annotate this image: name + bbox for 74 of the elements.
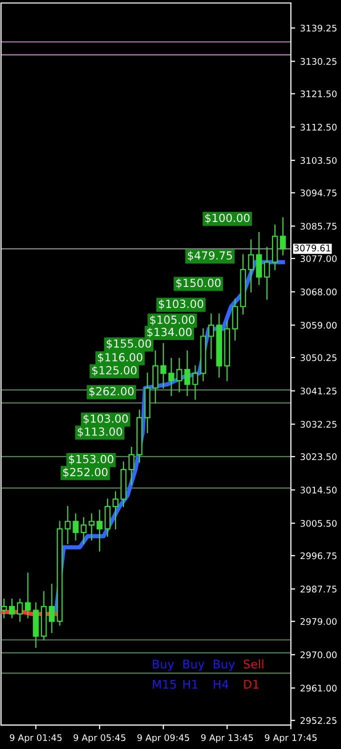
annotation: Buy: [152, 660, 174, 671]
candlestick: [80, 517, 87, 544]
annotation: Buy: [214, 660, 235, 671]
candlestick: [64, 506, 71, 544]
y-tick-label: 3050.25: [300, 354, 336, 362]
annotation: $262.00: [89, 386, 134, 397]
candlestick: [280, 217, 286, 256]
y-tick-label: 2952.25: [300, 717, 336, 724]
y-tick-label: 2996.75: [300, 552, 336, 560]
y-tick-label: 3139.25: [300, 24, 336, 32]
candlestick: [16, 598, 23, 622]
x-tick-label: 9 Apr 01:45: [10, 734, 62, 743]
y-tick-label: 3014.50: [300, 486, 337, 494]
candlestick: [208, 313, 214, 360]
annotation: $113.00: [78, 427, 122, 438]
x-tick-label: 9 Apr 17:45: [264, 734, 317, 743]
y-tick-label: 3023.50: [300, 453, 337, 460]
x-tick-label: 9 Apr 09:45: [137, 734, 190, 743]
annotation: H4: [214, 680, 228, 689]
annotation: Buy: [183, 660, 204, 671]
annotation: Sell: [244, 659, 264, 669]
y-tick-label: 3059.00: [300, 322, 337, 329]
y-tick-label: 3005.50: [300, 520, 337, 527]
annotation: D1: [244, 680, 259, 689]
candlestick: [72, 513, 79, 540]
annotation: $155.00: [106, 339, 152, 350]
y-tick-label: 2987.75: [300, 586, 336, 593]
y-tick-label: 3085.75: [300, 222, 336, 230]
annotation: $103.00: [158, 299, 204, 310]
y-tick-label: 3041.25: [300, 388, 336, 394]
candlestick: [8, 598, 15, 618]
y-tick-label: 2970.00: [300, 651, 337, 658]
y-tick-label: 3094.75: [300, 189, 336, 196]
annotation: $153.00: [69, 454, 114, 465]
annotation: M15: [152, 680, 176, 689]
annotation: $100.00: [205, 214, 250, 224]
candlestick: [248, 239, 254, 292]
candlestick: [168, 358, 174, 396]
candlestick: [152, 350, 158, 404]
y-tick-label: 3077.00: [300, 255, 337, 262]
x-tick-label: 9 Apr 05:45: [74, 734, 126, 743]
annotation: H1: [183, 680, 198, 689]
candlestick: [24, 572, 31, 618]
ref-line-label: 3079.61: [294, 244, 330, 252]
annotation: $125.00: [92, 366, 137, 376]
candlestick: [128, 446, 134, 485]
candlestick: [160, 343, 166, 389]
annotation: $116.00: [98, 352, 142, 363]
annotation: $134.00: [147, 328, 192, 338]
y-tick-label: 3112.50: [300, 124, 337, 131]
candlestick: [48, 584, 55, 634]
y-tick-label: 2979.00: [300, 618, 337, 625]
annotation: $150.00: [176, 278, 221, 289]
annotation: $103.00: [84, 414, 128, 424]
candlestick: [176, 358, 182, 392]
candlestick: [104, 498, 111, 537]
candlestick: [88, 513, 95, 540]
annotation: $105.00: [150, 315, 194, 326]
y-tick-label: 3121.50: [300, 90, 337, 98]
y-tick-label: 3068.00: [300, 288, 337, 296]
y-tick-label: 3032.25: [300, 420, 336, 428]
candlestick: [192, 365, 198, 400]
annotation: $479.75: [188, 251, 232, 262]
y-tick-label: 3103.50: [300, 157, 337, 164]
candlestick: [184, 350, 190, 396]
x-tick-label: 9 Apr 13:45: [201, 734, 253, 743]
y-tick-label: 2961.00: [300, 684, 337, 692]
candlestick: [96, 510, 103, 552]
candlestick: [256, 232, 262, 285]
annotation: $252.00: [63, 468, 108, 478]
y-tick-label: 3130.25: [300, 58, 336, 65]
candlestick: [232, 298, 238, 340]
candlestick: [264, 246, 270, 300]
candlestick: [112, 491, 118, 530]
